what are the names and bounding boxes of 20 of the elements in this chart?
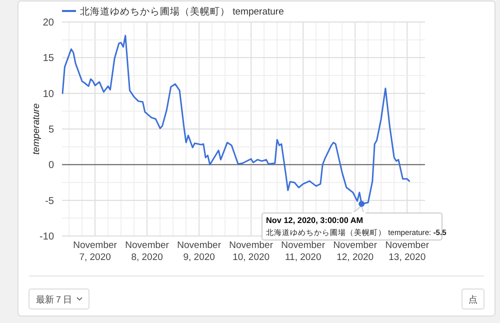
y-tick-label: 5 [48,124,54,136]
y-tick-label: 15 [42,53,54,64]
annotation: Nov 12, 2020, 3:00:00 AM [266,216,364,225]
legend: 北海道ゆめちから圃場（美幌町） temperature [62,6,284,18]
x-tick-label: November 11, 2020 [281,240,326,263]
x-tick-label: November 13, 2020 [385,240,430,263]
y-tick-label: 0 [48,160,54,172]
y-tick-label: -10 [40,232,54,242]
y-axis-title: temperature [31,103,42,155]
control-range: 最新７日 [28,288,90,310]
x-tick-label: November 10, 2020 [229,240,273,263]
y-tick-label: 20 [42,18,54,28]
control-points: 点 [462,288,484,310]
y-tick-label: 10 [42,88,54,100]
x-tick-label: November 8, 2020 [125,240,169,263]
legend-label: 北海道ゆめちから圃場（美幌町） temperature [80,6,284,18]
y-tick-label: -5 [45,196,54,207]
x-tick-label: November 7, 2020 [73,240,117,263]
x-tick-label: November 9, 2020 [177,240,221,263]
x-tick-label: November 12, 2020 [333,240,378,263]
